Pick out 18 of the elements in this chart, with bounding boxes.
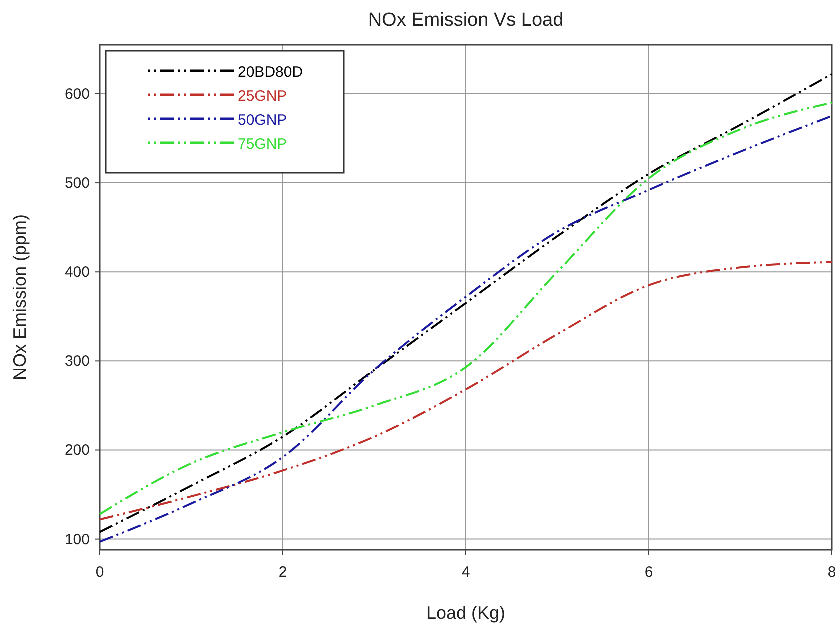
text: 25GNP [238, 88, 288, 105]
y-tick-label: 600 [64, 86, 90, 103]
text: 20BD80D [238, 64, 304, 81]
y-axis-title: NOx Emission (ppm) [10, 214, 30, 381]
y-tick-label: 500 [64, 175, 90, 192]
y-tick-label: 400 [64, 264, 90, 282]
x-tick-label: 2 [278, 564, 288, 581]
x-tick-label: 4 [462, 564, 470, 581]
x-axis-title: Load (Kg) [426, 603, 506, 623]
x-tick-label: 6 [644, 564, 654, 581]
text: 75GNP [238, 136, 288, 153]
line-series [99, 261, 833, 521]
y-tick-label: 300 [64, 353, 90, 370]
chart-title: NOx Emission Vs Load [368, 10, 564, 31]
y-tick-label: 100 [64, 531, 90, 548]
x-tick-label: 0 [96, 564, 104, 581]
text: 50GNP [238, 112, 288, 129]
y-tick-label: 200 [64, 442, 90, 460]
